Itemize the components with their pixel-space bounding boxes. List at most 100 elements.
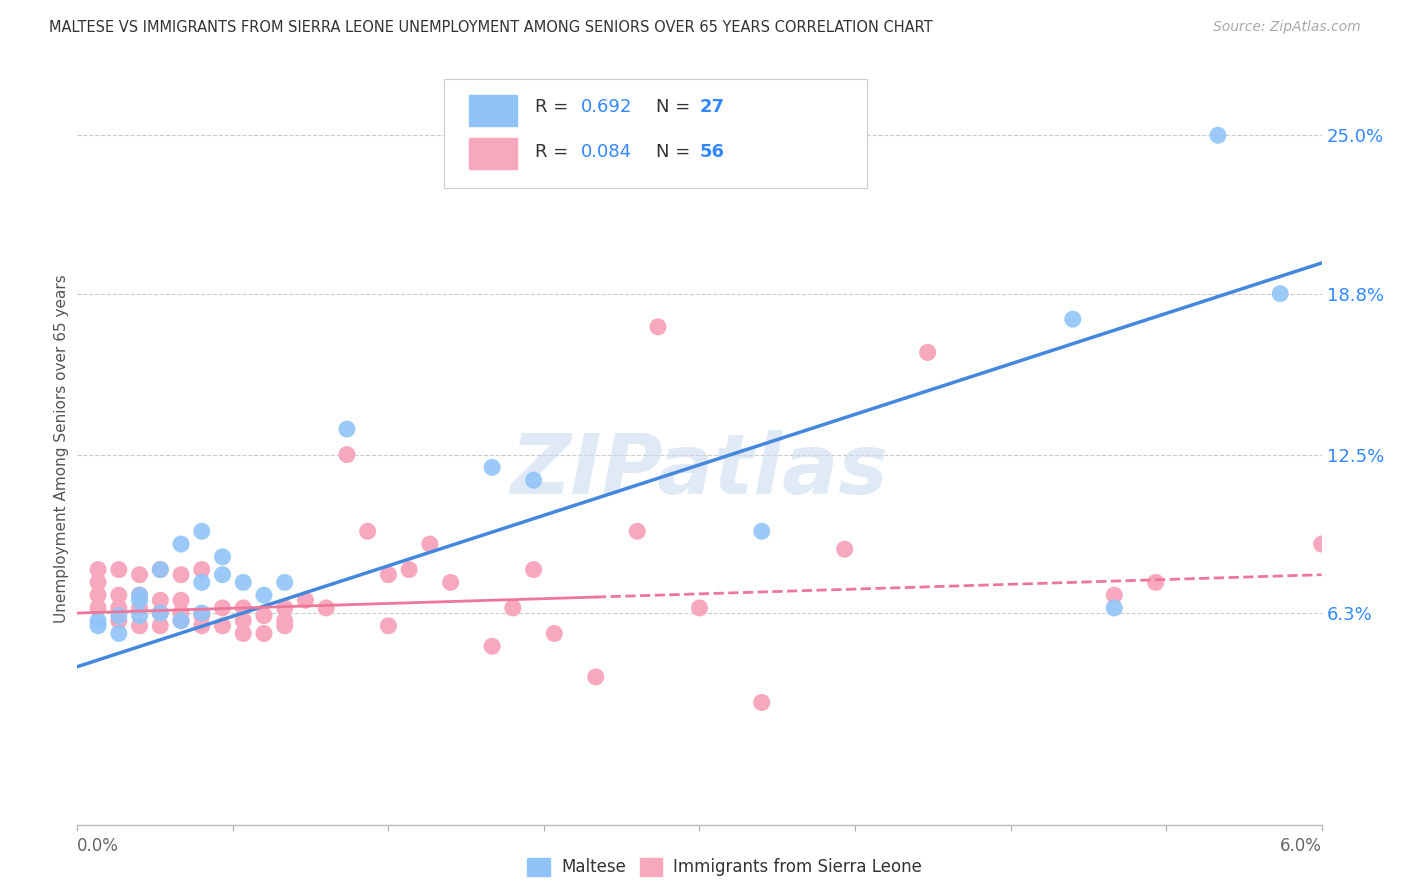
Point xyxy=(647,319,669,334)
Point xyxy=(149,563,172,577)
Point xyxy=(128,593,150,607)
Point xyxy=(191,524,214,539)
Point xyxy=(481,460,503,475)
Point xyxy=(917,345,939,359)
Point xyxy=(689,601,711,615)
Point xyxy=(170,606,193,620)
Point xyxy=(128,619,150,633)
Point xyxy=(128,608,150,623)
Point xyxy=(211,601,233,615)
Bar xyxy=(470,137,516,169)
Point xyxy=(440,575,463,590)
Point xyxy=(253,626,276,640)
Point xyxy=(253,608,276,623)
Point xyxy=(149,563,172,577)
Point xyxy=(294,593,316,607)
Text: ZIPatlas: ZIPatlas xyxy=(510,430,889,511)
Text: N =: N = xyxy=(657,143,696,161)
Point xyxy=(108,601,131,615)
Text: Maltese: Maltese xyxy=(561,858,626,876)
Point xyxy=(170,593,193,607)
Point xyxy=(274,575,297,590)
Point xyxy=(191,575,214,590)
Point xyxy=(1104,588,1126,602)
Text: 0.0%: 0.0% xyxy=(77,837,120,855)
Point xyxy=(1310,537,1333,551)
Point xyxy=(149,606,172,620)
Text: 6.0%: 6.0% xyxy=(1279,837,1322,855)
Point xyxy=(523,563,546,577)
Text: MALTESE VS IMMIGRANTS FROM SIERRA LEONE UNEMPLOYMENT AMONG SENIORS OVER 65 YEARS: MALTESE VS IMMIGRANTS FROM SIERRA LEONE … xyxy=(49,20,932,35)
Point xyxy=(419,537,441,551)
Point xyxy=(191,619,214,633)
Text: Source: ZipAtlas.com: Source: ZipAtlas.com xyxy=(1213,20,1361,34)
Point xyxy=(585,670,607,684)
Text: 0.692: 0.692 xyxy=(581,98,633,116)
Bar xyxy=(470,95,516,127)
Point xyxy=(191,606,214,620)
Text: 56: 56 xyxy=(700,143,724,161)
Point xyxy=(357,524,380,539)
Point xyxy=(87,575,110,590)
Point xyxy=(191,608,214,623)
Text: 0.084: 0.084 xyxy=(581,143,633,161)
Point xyxy=(315,601,337,615)
Point xyxy=(128,588,150,602)
Point xyxy=(170,537,193,551)
Point xyxy=(211,567,233,582)
Point xyxy=(128,601,150,615)
Point xyxy=(108,588,131,602)
Point xyxy=(87,614,110,628)
Point xyxy=(274,619,297,633)
Point xyxy=(128,567,150,582)
Point xyxy=(108,608,131,623)
Point xyxy=(191,563,214,577)
Point xyxy=(232,626,254,640)
Point xyxy=(1062,312,1084,326)
Point xyxy=(274,614,297,628)
Point xyxy=(543,626,565,640)
Point xyxy=(1104,601,1126,615)
Point xyxy=(170,567,193,582)
Point xyxy=(87,563,110,577)
Point xyxy=(149,593,172,607)
Text: 27: 27 xyxy=(700,98,724,116)
Point xyxy=(170,614,193,628)
Point xyxy=(108,614,131,628)
Point xyxy=(751,696,773,710)
Point xyxy=(751,524,773,539)
Point xyxy=(481,639,503,653)
Point xyxy=(87,601,110,615)
Point xyxy=(377,619,399,633)
Point xyxy=(1206,128,1229,143)
Point xyxy=(336,448,359,462)
Text: R =: R = xyxy=(536,143,574,161)
Point xyxy=(232,601,254,615)
Point xyxy=(834,542,856,557)
Point xyxy=(170,614,193,628)
Point xyxy=(149,606,172,620)
Point xyxy=(149,619,172,633)
Point xyxy=(398,563,420,577)
Text: Immigrants from Sierra Leone: Immigrants from Sierra Leone xyxy=(673,858,922,876)
Point xyxy=(377,567,399,582)
Point xyxy=(211,549,233,564)
Point xyxy=(128,588,150,602)
Point xyxy=(232,575,254,590)
Point xyxy=(87,588,110,602)
Point xyxy=(336,422,359,436)
Point xyxy=(626,524,648,539)
FancyBboxPatch shape xyxy=(444,78,868,188)
Point xyxy=(523,473,546,487)
Point xyxy=(211,619,233,633)
Point xyxy=(232,614,254,628)
Text: R =: R = xyxy=(536,98,574,116)
Text: N =: N = xyxy=(657,98,696,116)
Point xyxy=(1270,286,1292,301)
Y-axis label: Unemployment Among Seniors over 65 years: Unemployment Among Seniors over 65 years xyxy=(53,274,69,623)
Point xyxy=(108,563,131,577)
Point xyxy=(1144,575,1167,590)
Point xyxy=(87,619,110,633)
Point xyxy=(502,601,524,615)
Point xyxy=(253,588,276,602)
